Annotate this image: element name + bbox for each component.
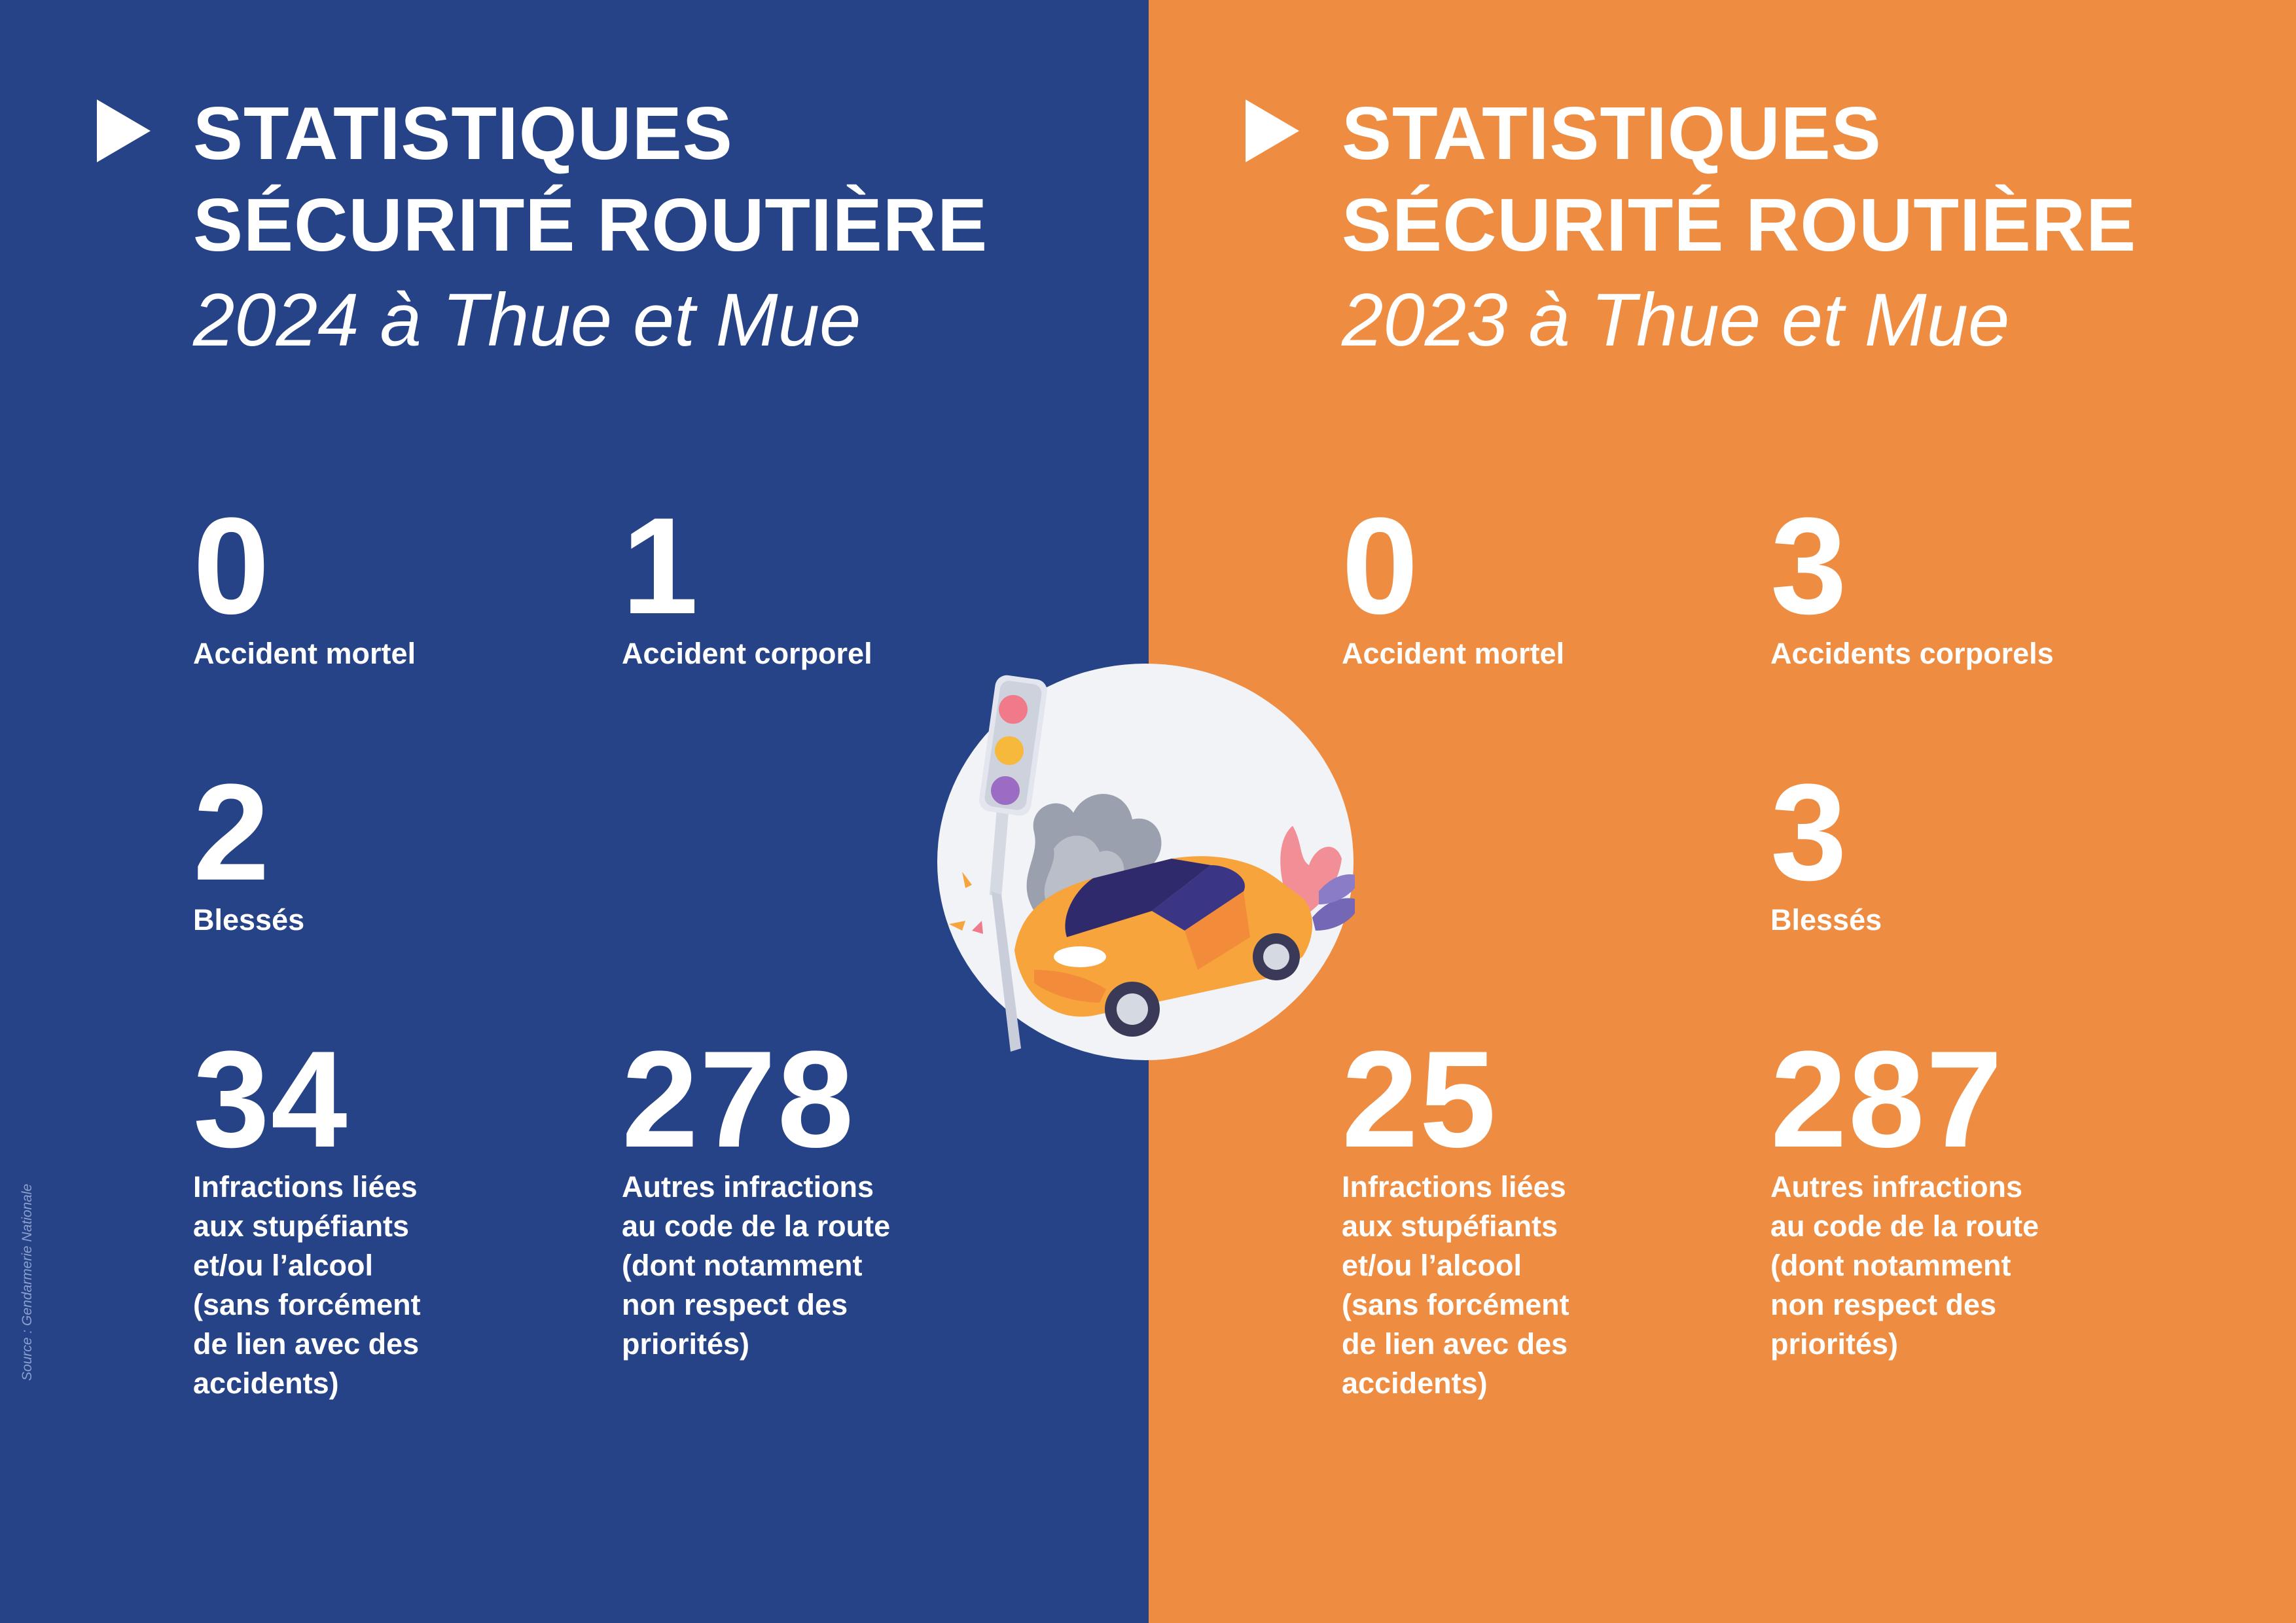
page-title: STATISTIQUES SÉCURITÉ ROUTIÈRE bbox=[1342, 88, 2136, 272]
stat-value: 0 bbox=[1342, 489, 1420, 643]
stat-label: Autres infractions au code de la route (… bbox=[622, 1168, 890, 1364]
stat-fatal-accidents: 0 Accident mortel bbox=[193, 489, 416, 673]
stat-value: 3 bbox=[1770, 489, 1848, 643]
stat-injury-accidents: 3 Accidents corporels bbox=[1770, 489, 2054, 673]
stat-label-line: Blessés bbox=[193, 903, 305, 936]
stat-drug-alcohol-offences: 34 Infractions liées aux stupéfiants et/… bbox=[193, 1022, 421, 1403]
stat-label-line: Autres infractions bbox=[622, 1170, 874, 1204]
stat-value: 287 bbox=[1770, 1022, 2004, 1176]
stat-label-line: au code de la route bbox=[622, 1209, 891, 1243]
stat-label-line: Autres infractions bbox=[1770, 1170, 2023, 1204]
stat-label-line: et/ou l’alcool bbox=[193, 1249, 374, 1282]
stat-injury-accidents: 1 Accident corporel bbox=[622, 489, 872, 673]
stat-label-line: de lien avec des bbox=[1342, 1327, 1568, 1361]
stat-label-line: de lien avec des bbox=[193, 1327, 420, 1361]
title-line-1: STATISTIQUES bbox=[193, 92, 733, 175]
stat-label-line: Accident mortel bbox=[193, 637, 416, 670]
stat-injured: 3 Blessés bbox=[1770, 755, 1882, 940]
play-arrow-icon bbox=[97, 99, 151, 162]
page-subtitle: 2023 à Thue et Mue bbox=[1342, 279, 2010, 362]
stat-label-line: (dont notamment bbox=[1770, 1249, 2011, 1282]
stat-label-line: aux stupéfiants bbox=[193, 1209, 410, 1243]
stat-label-line: Accidents corporels bbox=[1770, 637, 2054, 670]
stat-label: Accident corporel bbox=[622, 634, 872, 673]
stat-label-line: Infractions liées bbox=[193, 1170, 418, 1204]
stat-label-line: (dont notamment bbox=[622, 1249, 863, 1282]
stat-label-line: Infractions liées bbox=[1342, 1170, 1566, 1204]
stat-label-line: et/ou l’alcool bbox=[1342, 1249, 1522, 1282]
stat-label: Autres infractions au code de la route (… bbox=[1770, 1168, 2039, 1364]
stat-value: 34 bbox=[193, 1022, 349, 1176]
stat-other-offences: 287 Autres infractions au code de la rou… bbox=[1770, 1022, 2039, 1364]
stat-label-line: non respect des bbox=[1770, 1288, 1997, 1321]
title-line-2: SÉCURITÉ ROUTIÈRE bbox=[193, 184, 988, 267]
stat-label-line: Blessés bbox=[1770, 903, 1882, 936]
stat-fatal-accidents: 0 Accident mortel bbox=[1342, 489, 1564, 673]
stat-label-line: accidents) bbox=[1342, 1366, 1488, 1400]
stat-injured: 2 Blessés bbox=[193, 755, 304, 940]
stat-label-line: Accident corporel bbox=[622, 637, 872, 670]
stat-value: 25 bbox=[1342, 1022, 1498, 1176]
stat-label: Accidents corporels bbox=[1770, 634, 2054, 673]
stat-label-line: aux stupéfiants bbox=[1342, 1209, 1558, 1243]
stat-label: Infractions liées aux stupéfiants et/ou … bbox=[1342, 1168, 1570, 1403]
stat-value: 278 bbox=[622, 1022, 855, 1176]
stat-drug-alcohol-offences: 25 Infractions liées aux stupéfiants et/… bbox=[1342, 1022, 1570, 1403]
stat-label-line: accidents) bbox=[193, 1366, 339, 1400]
stat-label: Accident mortel bbox=[193, 634, 416, 673]
stat-label-line: au code de la route bbox=[1770, 1209, 2039, 1243]
stat-label-line: (sans forcément bbox=[1342, 1288, 1570, 1321]
page-title: STATISTIQUES SÉCURITÉ ROUTIÈRE bbox=[193, 88, 988, 272]
page-subtitle: 2024 à Thue et Mue bbox=[193, 279, 861, 362]
stat-value: 2 bbox=[193, 755, 271, 909]
stat-label: Blessés bbox=[193, 901, 304, 940]
title-line-1: STATISTIQUES bbox=[1342, 92, 1882, 175]
stat-label-line: non respect des bbox=[622, 1288, 848, 1321]
stat-label: Infractions liées aux stupéfiants et/ou … bbox=[193, 1168, 421, 1403]
stat-label-line: priorités) bbox=[1770, 1327, 1899, 1361]
stat-label: Blessés bbox=[1770, 901, 1882, 940]
stat-value: 3 bbox=[1770, 755, 1848, 909]
stat-value: 1 bbox=[622, 489, 700, 643]
stat-value: 0 bbox=[193, 489, 271, 643]
play-arrow-icon bbox=[1246, 99, 1299, 162]
stat-label-line: priorités) bbox=[622, 1327, 750, 1361]
stat-label-line: (sans forcément bbox=[193, 1288, 421, 1321]
stat-other-offences: 278 Autres infractions au code de la rou… bbox=[622, 1022, 890, 1364]
stat-label-line: Accident mortel bbox=[1342, 637, 1565, 670]
stat-label: Accident mortel bbox=[1342, 634, 1564, 673]
source-note: Source : Gendarmerie Nationale bbox=[20, 1183, 35, 1381]
car-crash-traffic-light-icon bbox=[937, 664, 1355, 1060]
title-line-2: SÉCURITÉ ROUTIÈRE bbox=[1342, 184, 2137, 267]
